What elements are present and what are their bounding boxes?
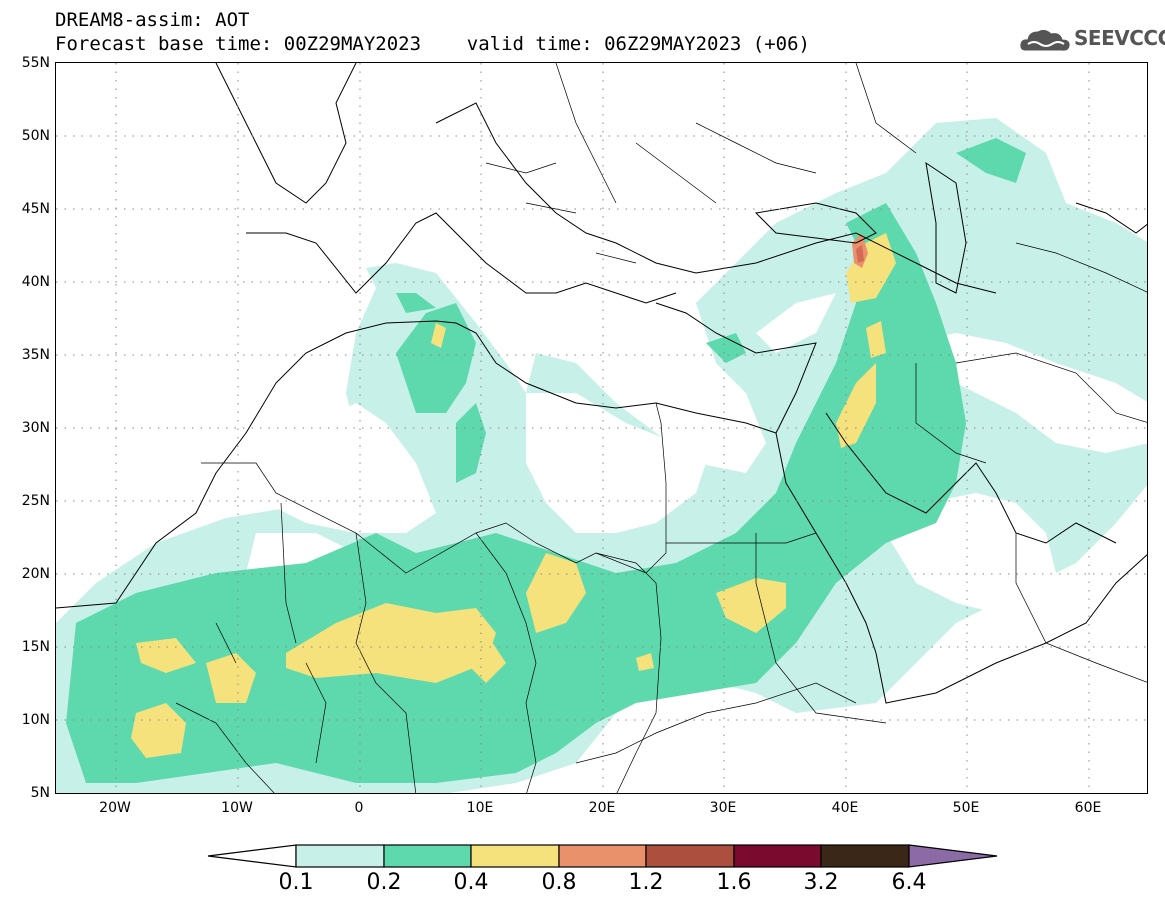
colorbar-cell — [908, 844, 998, 868]
lat-label: 5N — [30, 785, 50, 801]
aot-level-0.4 — [131, 233, 896, 758]
gridlines — [56, 63, 1147, 793]
chart-title: DREAM8-assim: AOT — [55, 9, 250, 31]
aot-map — [55, 62, 1148, 794]
lat-label: 30N — [21, 420, 50, 436]
colorbar-cell — [733, 844, 822, 868]
lon-label: 10E — [466, 800, 494, 816]
lat-label: 10N — [21, 712, 50, 728]
colorbar-cell — [820, 844, 910, 868]
colorbar-label: 0.4 — [453, 870, 489, 895]
map-canvas — [56, 63, 1147, 793]
lon-label: 20W — [99, 800, 131, 816]
colorbar-cell — [558, 844, 647, 868]
colorbar-label: 3.2 — [803, 870, 839, 895]
lon-label: 50E — [952, 800, 980, 816]
lon-label: 10W — [221, 800, 253, 816]
lon-label: 60E — [1074, 800, 1102, 816]
colorbar-label: 0.8 — [541, 870, 577, 895]
aot-level-0.2 — [66, 138, 1026, 783]
colorbar-cell — [383, 844, 472, 868]
colorbar-label: 1.6 — [716, 870, 752, 895]
colorbar-label: 0.2 — [366, 870, 402, 895]
cloud-icon — [1020, 29, 1070, 51]
colorbar-label: 1.2 — [628, 870, 664, 895]
colorbar-label: 0.1 — [278, 870, 314, 895]
colorbar-cell — [645, 844, 735, 868]
lon-label: 40E — [831, 800, 859, 816]
lat-label: 15N — [21, 639, 50, 655]
colorbar-label: 6.4 — [891, 870, 927, 895]
lat-label: 40N — [21, 274, 50, 290]
coastlines — [56, 63, 1147, 704]
lat-label: 35N — [21, 347, 50, 363]
colorbar-cell — [207, 844, 297, 868]
lat-label: 25N — [21, 493, 50, 509]
lat-label: 20N — [21, 566, 50, 582]
lon-label: 30E — [709, 800, 737, 816]
colorbar-cell — [470, 844, 560, 868]
chart-subtitle: Forecast base time: 00Z29MAY2023 valid t… — [55, 33, 810, 55]
colorbar-cell — [295, 844, 385, 868]
country-borders — [175, 63, 1147, 793]
lat-label: 45N — [21, 201, 50, 217]
lon-label: 20E — [588, 800, 616, 816]
logo-text: SEEVCCC — [1074, 26, 1165, 50]
lon-label: 0 — [354, 800, 364, 816]
lat-label: 50N — [21, 128, 50, 144]
lat-label: 55N — [21, 55, 50, 71]
seevccc-logo: SEEVCCC — [1018, 24, 1165, 56]
aot-level-0.8 — [852, 233, 868, 268]
